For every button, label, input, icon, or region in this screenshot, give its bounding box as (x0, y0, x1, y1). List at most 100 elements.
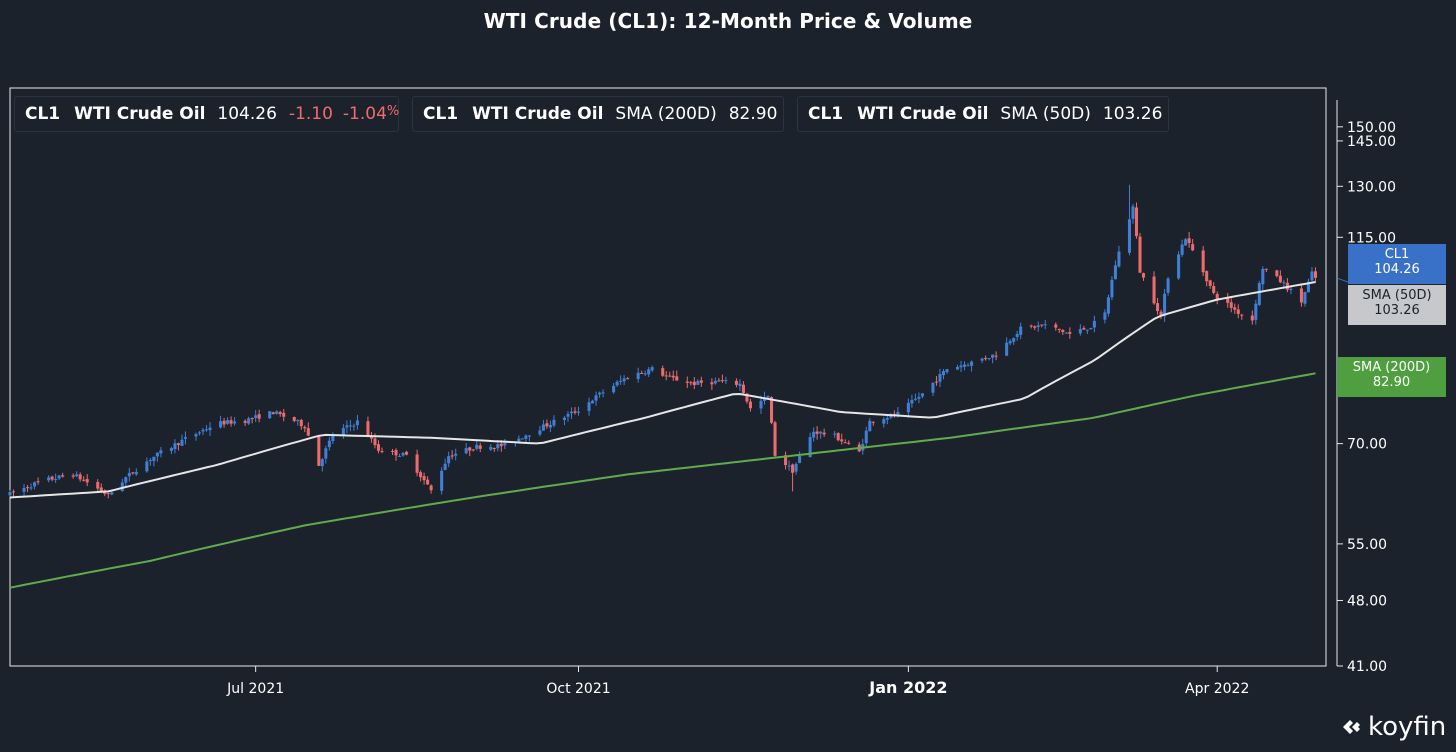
candle-body (791, 464, 795, 473)
candle-body (496, 444, 500, 449)
legend-sma200-name: WTI Crude Oil (472, 104, 604, 124)
legend-cl1-value: 104.26 (217, 104, 277, 124)
koyfin-logo: koyfin (1340, 712, 1446, 742)
legend-sma50[interactable]: CL1 WTI Crude Oil SMA (50D) 103.26 (797, 96, 1169, 132)
candle-body (299, 420, 303, 427)
candle-body (471, 449, 475, 451)
candle-body (1113, 265, 1117, 280)
candle-body (664, 375, 668, 377)
candle-body (1008, 341, 1012, 344)
candle-body (1310, 271, 1314, 281)
candle-body (1085, 329, 1089, 331)
candle-body (1089, 327, 1093, 330)
candle-body (1068, 331, 1072, 334)
chart-title: WTI Crude (CL1): 12-Month Price & Volume (483, 9, 973, 33)
legend-sma200[interactable]: CL1 WTI Crude Oil SMA (200D) 82.90 (412, 96, 784, 132)
candle-body (169, 448, 173, 451)
candle-body (443, 463, 447, 470)
candle-body (243, 420, 247, 423)
candle-body (1043, 324, 1047, 326)
candle-body (204, 429, 209, 431)
candle-body (127, 472, 131, 477)
candle-body (369, 435, 373, 439)
candle-body (896, 411, 900, 416)
candle-body (836, 433, 840, 441)
candle-body (26, 487, 30, 489)
candle-body (864, 430, 868, 444)
price-tag-sma200: SMA (200D) 82.90 (1337, 357, 1446, 397)
koyfin-logo-text: koyfin (1368, 712, 1447, 742)
candle-body (538, 430, 542, 435)
candle-body (840, 439, 844, 442)
candle-body (720, 380, 724, 382)
price-tag-cl1-label: CL1 (1384, 247, 1410, 262)
candle-body (247, 418, 251, 424)
candle-body (317, 435, 321, 466)
legend-sma200-ticker: CL1 (423, 104, 459, 124)
candle-body (713, 380, 717, 384)
y-tick-label: 145.00 (1347, 134, 1396, 150)
y-tick-label: 115.00 (1347, 230, 1396, 246)
candle-body (419, 472, 423, 478)
candle-body (1184, 239, 1188, 246)
candle-body (1289, 288, 1293, 290)
candle-body (134, 471, 138, 475)
candle-body (885, 418, 889, 420)
candle-body (1156, 303, 1160, 312)
candle-body (348, 425, 352, 427)
candle-body (226, 420, 230, 424)
candle-body (173, 443, 177, 450)
candle-body (296, 420, 300, 422)
legend-sma200-label: SMA (200D) (615, 104, 717, 124)
candle-body (882, 419, 886, 424)
candle-body (306, 428, 310, 436)
candle-body (587, 402, 591, 411)
candle-body (917, 396, 921, 399)
candle-body (913, 398, 917, 400)
candle-body (576, 411, 581, 413)
candle-body (710, 382, 714, 385)
candle-body (405, 451, 409, 455)
candle-body (931, 382, 935, 393)
candle-body (426, 479, 430, 485)
candle-body (1205, 271, 1209, 282)
candle-body (233, 421, 237, 424)
candle-body (1187, 238, 1191, 244)
candle-body (450, 455, 454, 457)
candle-body (1152, 276, 1156, 304)
candle-body (591, 400, 595, 404)
candle-body (647, 369, 651, 375)
candle-body (773, 422, 777, 456)
candle-body (352, 425, 356, 427)
sma200-line (9, 372, 1316, 589)
candle-body (50, 476, 54, 480)
candle-body (1127, 219, 1132, 253)
koyfin-logo-icon (1343, 720, 1360, 734)
candle-body (183, 437, 187, 439)
candle-body (1306, 281, 1310, 293)
candle-body (636, 372, 640, 379)
candle-body (959, 365, 963, 368)
candle-body (661, 368, 665, 376)
candle-body (106, 493, 110, 495)
candle-body (380, 451, 384, 453)
candle-body (440, 470, 444, 491)
candle-body (548, 424, 552, 428)
candle-body (36, 481, 40, 483)
candle-body (180, 439, 184, 446)
candle-body (345, 425, 349, 428)
candle-body (176, 443, 180, 445)
candle-body (1103, 312, 1107, 320)
candle-body (640, 373, 644, 375)
candle-body (390, 450, 395, 452)
candle-body (303, 427, 307, 429)
candle-body (685, 381, 689, 383)
candle-body (741, 384, 745, 394)
candle-body (1012, 338, 1016, 342)
candle-body (626, 378, 630, 380)
candle-body (422, 476, 426, 481)
candle-body (1057, 328, 1061, 330)
legend-cl1[interactable]: CL1 WTI Crude Oil 104.26 -1.10 -1.04% (14, 96, 399, 132)
candle-body (643, 373, 647, 375)
